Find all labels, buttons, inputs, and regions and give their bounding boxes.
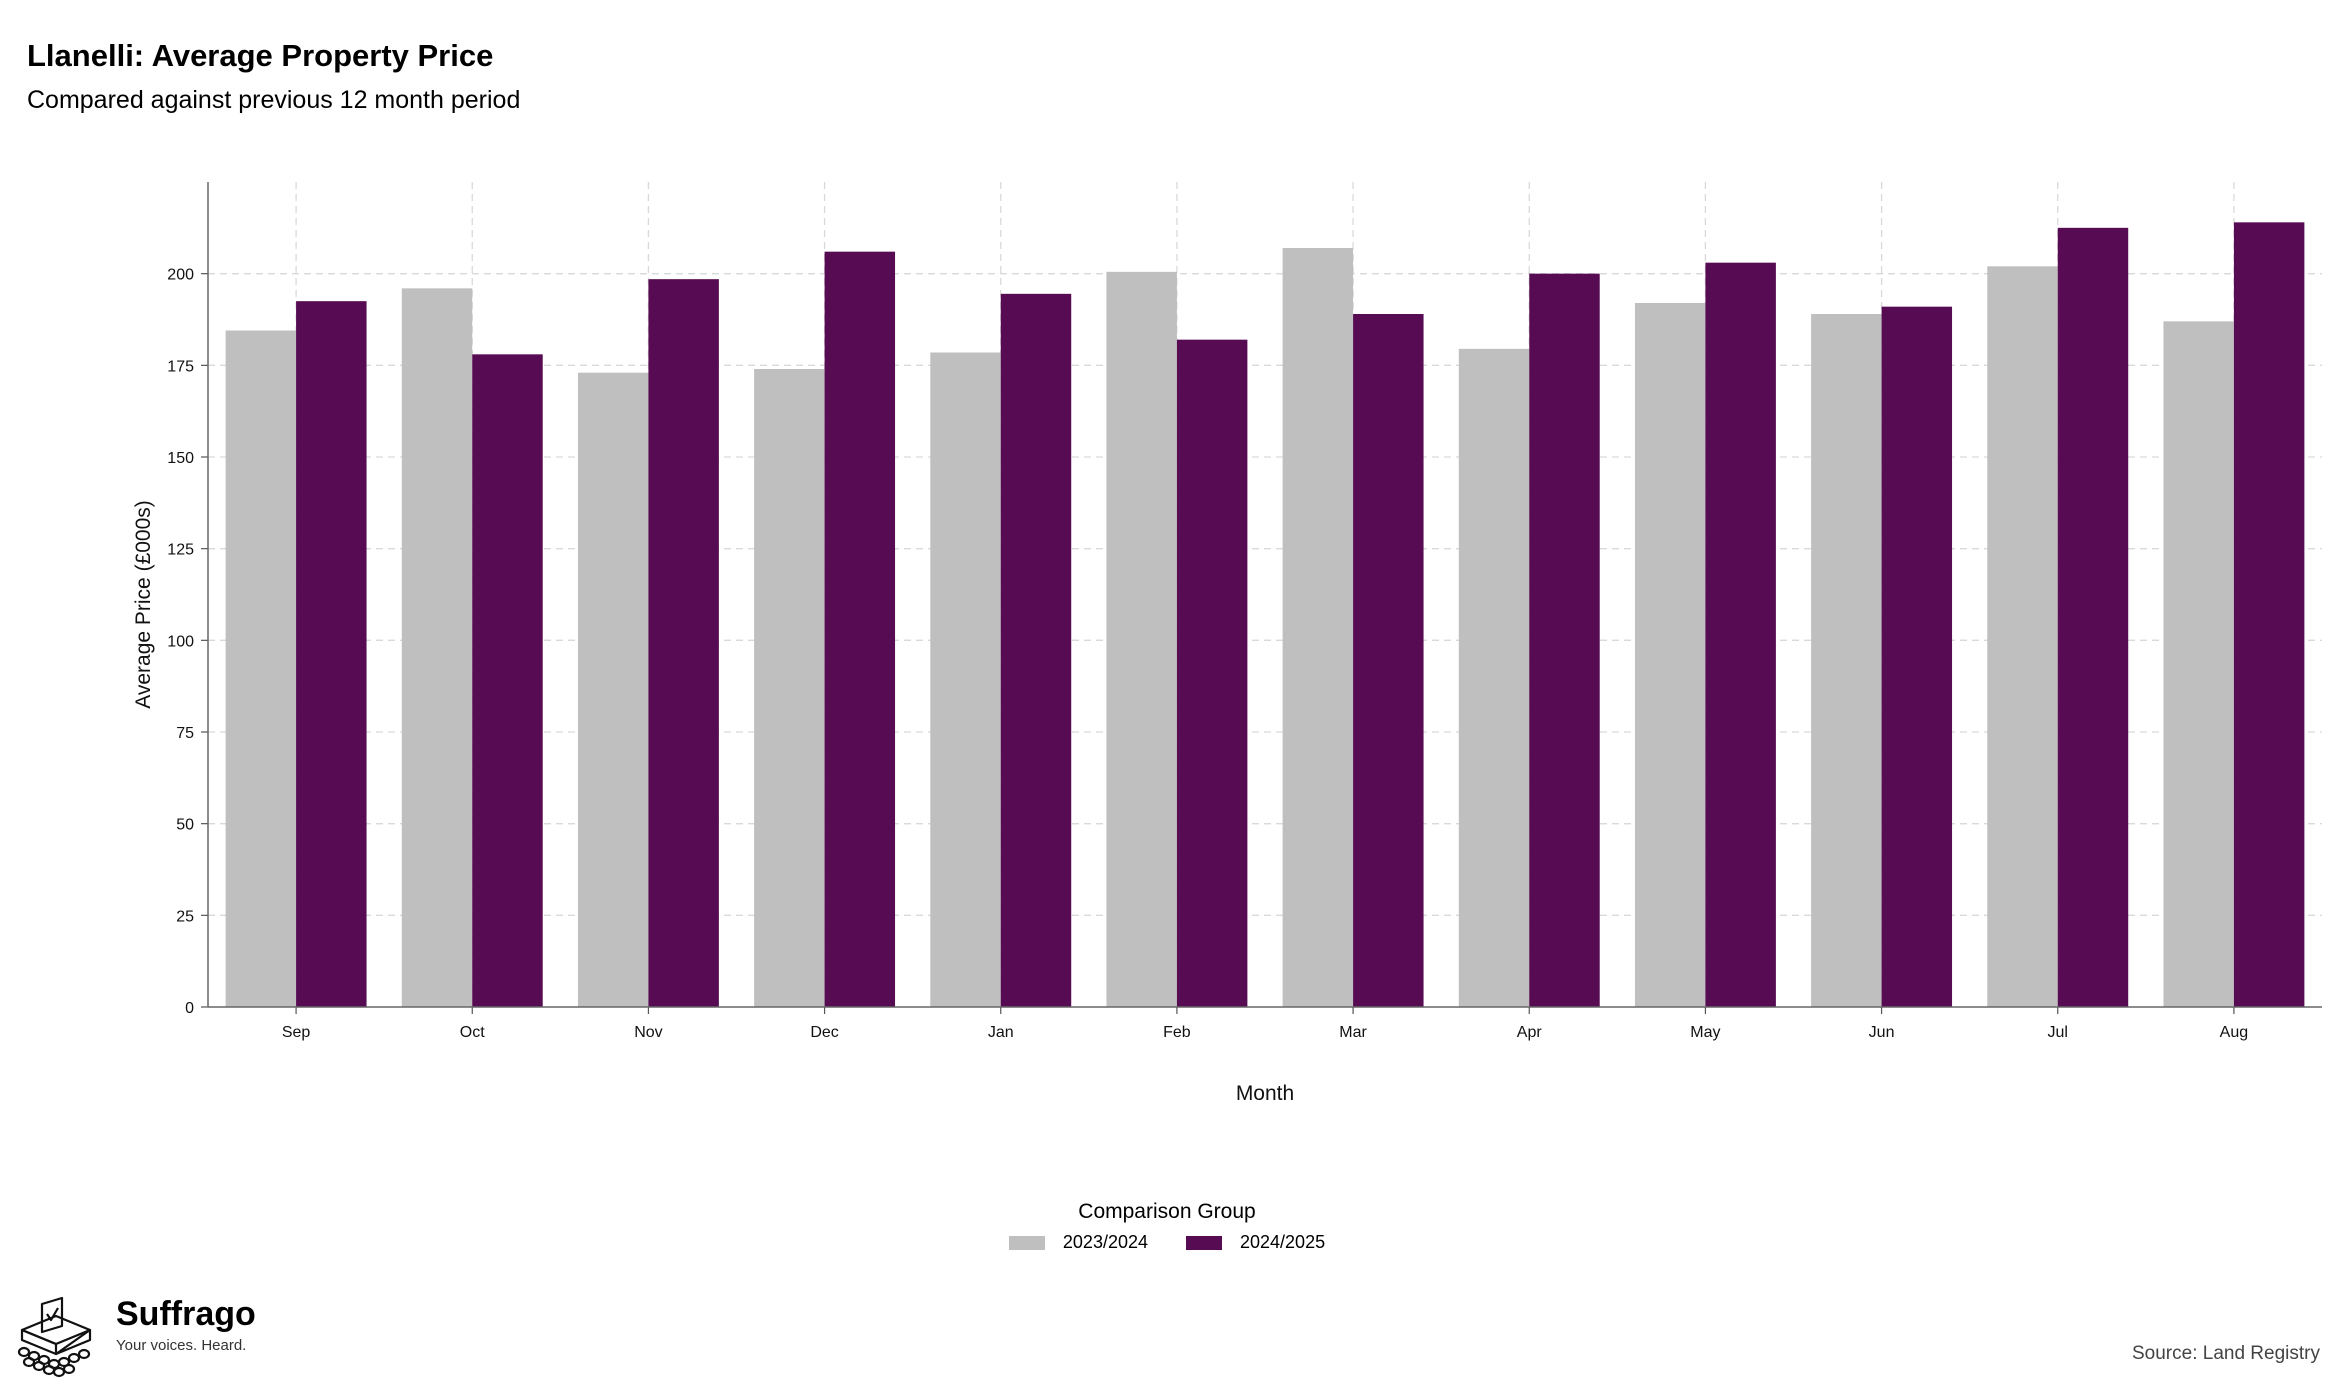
x-tick-label-mar: Mar (1339, 1024, 1367, 1041)
bar-2023-2024-may (1634, 303, 1706, 1007)
y-tick-label: 0 (185, 1000, 194, 1017)
x-tick-label-jun: Jun (1869, 1024, 1895, 1041)
y-tick-label: 200 (167, 267, 194, 284)
y-tick-label: 100 (167, 633, 194, 650)
bar-2024-2025-jan (1000, 293, 1072, 1007)
legend-label-2023-2024: 2023/2024 (1062, 1232, 1148, 1252)
axes (201, 182, 2322, 1014)
x-tick-label-oct: Oct (460, 1024, 485, 1041)
legend-swatch-2024-2025 (1186, 1235, 1222, 1250)
x-axis-title: Month (1236, 1082, 1294, 1105)
chart-title: Llanelli: Average Property Price (27, 38, 494, 73)
y-tick-label: 150 (167, 450, 194, 467)
bar-2023-2024-oct (401, 288, 473, 1007)
bar-2024-2025-sep (296, 301, 367, 1008)
x-tick-label-sep: Sep (282, 1024, 311, 1041)
bar-2024-2025-jul (2057, 227, 2129, 1008)
bar-2023-2024-mar (1282, 248, 1354, 1007)
tick-labels: 0 25 50 75 100 125 150 175 200 Sep Oct Nov Dec Jan Feb… (167, 267, 2248, 1041)
legend: Comparison Group 2023/2024 2024/2025 (0, 1200, 2334, 1255)
brand-name: Suffrago (116, 1295, 256, 1333)
bar-2023-2024-aug (2163, 321, 2234, 1007)
bar-2024-2025-feb (1176, 339, 1248, 1008)
bar-2024-2025-aug (2233, 222, 2305, 1008)
bar-2023-2024-feb (1106, 271, 1177, 1007)
bar-2024-2025-oct (472, 354, 543, 1007)
y-tick-label: 50 (176, 817, 194, 834)
x-tick-label-nov: Nov (634, 1024, 662, 1041)
x-tick-label-may: May (1690, 1024, 1720, 1041)
x-tick-label-feb: Feb (1163, 1024, 1191, 1041)
source-note: Source: Land Registry (2132, 1343, 2320, 1364)
bar-2024-2025-jun (1881, 306, 1953, 1008)
bar-2023-2024-sep (225, 330, 297, 1007)
bar-2023-2024-apr (1458, 348, 1530, 1007)
bar-chart: 0 25 50 75 100 125 150 175 200 Sep Oct Nov Dec Jan Feb… (132, 182, 2322, 1105)
suffrago-logo: Suffrago Your voices. Heard. (14, 1295, 256, 1378)
y-tick-label: 75 (176, 725, 194, 742)
x-tick-label-apr: Apr (1517, 1024, 1543, 1041)
legend-item-2023-2024: 2023/2024 (1008, 1232, 1148, 1253)
ballot-box-icon (17, 1296, 92, 1378)
legend-swatch-2023-2024 (1008, 1235, 1045, 1250)
bar-2024-2025-nov (648, 279, 719, 1008)
bar-2023-2024-jun (1811, 314, 1882, 1007)
bar-2023-2024-jan (930, 352, 1001, 1007)
legend-title: Comparison Group (1078, 1200, 1256, 1223)
y-tick-label: 25 (176, 908, 194, 925)
x-tick-label-dec: Dec (810, 1024, 838, 1041)
chart-subtitle: Compared against previous 12 month perio… (27, 86, 521, 114)
y-axis-title: Average Price (£000s) (132, 500, 155, 709)
bar-2023-2024-jul (1987, 266, 2058, 1007)
brand-tagline: Your voices. Heard. (116, 1337, 247, 1355)
legend-label-2024-2025: 2024/2025 (1240, 1232, 1326, 1252)
bar-2024-2025-may (1705, 262, 1776, 1008)
y-tick-label: 175 (167, 358, 194, 375)
bar-2023-2024-nov (577, 372, 649, 1008)
bar-2024-2025-mar (1353, 314, 1424, 1007)
bar-2024-2025-apr (1529, 273, 1600, 1008)
bars (225, 222, 2305, 1008)
logo-text: Suffrago Your voices. Heard. (116, 1295, 256, 1355)
bar-2023-2024-dec (754, 369, 825, 1007)
x-tick-label-jul: Jul (2048, 1024, 2068, 1041)
y-tick-label: 125 (167, 542, 194, 559)
x-tick-label-aug: Aug (2220, 1024, 2248, 1041)
legend-items: 2023/2024 2024/2025 (1008, 1232, 1325, 1253)
bar-2024-2025-dec (824, 251, 896, 1007)
x-tick-label-jan: Jan (988, 1024, 1014, 1041)
legend-item-2024-2025: 2024/2025 (1186, 1232, 1325, 1253)
